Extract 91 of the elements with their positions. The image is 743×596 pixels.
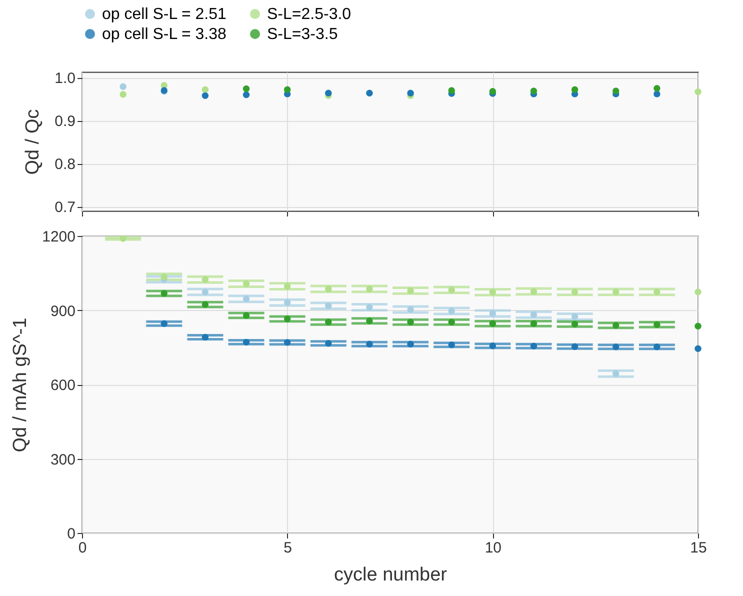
point	[654, 344, 660, 350]
point	[448, 87, 455, 94]
y-axis-title: Qd / mAh gS^-1	[10, 318, 32, 452]
point	[694, 345, 702, 352]
x-tick-label: 15	[690, 540, 707, 556]
point	[242, 280, 250, 288]
point	[120, 91, 126, 98]
x-tick-label: 5	[284, 540, 292, 556]
point	[242, 312, 250, 319]
point	[202, 86, 209, 93]
point	[694, 322, 702, 330]
point	[325, 302, 332, 310]
point	[530, 311, 538, 318]
point	[489, 288, 496, 296]
point	[120, 235, 126, 242]
legend-label: op cell S-L = 2.51	[102, 6, 226, 23]
point	[284, 339, 291, 346]
point	[612, 322, 620, 329]
point	[530, 88, 538, 94]
legend-label: op cell S-L = 3.38	[102, 26, 226, 43]
legend-label: S-L=2.5-3.0	[267, 6, 352, 23]
y-axis-title: Qd / Qc	[22, 109, 44, 175]
y-tick-label: 0.8	[54, 156, 76, 174]
point	[654, 288, 660, 296]
point	[202, 301, 209, 308]
point	[448, 286, 455, 294]
point	[448, 318, 455, 326]
point	[366, 304, 373, 311]
x-tick-label: 10	[484, 540, 502, 556]
point	[325, 286, 332, 292]
y-tick-label: 1.0	[54, 70, 76, 88]
x-axis-title: cycle number	[334, 564, 448, 586]
point	[120, 83, 126, 90]
point	[366, 340, 373, 348]
point	[612, 370, 620, 377]
point	[160, 290, 168, 297]
point	[694, 288, 702, 296]
point	[284, 282, 291, 290]
y-tick-label: 0	[67, 526, 76, 542]
point	[242, 85, 250, 92]
legend-label: S-L=3-3.5	[267, 26, 338, 43]
y-tick-label: 1200	[42, 228, 76, 246]
point	[366, 90, 373, 96]
point	[694, 88, 702, 96]
point	[530, 320, 538, 327]
point	[407, 340, 414, 348]
point	[284, 86, 291, 93]
point	[325, 90, 332, 96]
point	[325, 318, 332, 326]
point	[571, 343, 578, 350]
point	[160, 273, 168, 280]
x-tick-label: 0	[78, 540, 87, 556]
point	[530, 342, 538, 350]
point	[366, 318, 373, 324]
point	[571, 288, 578, 296]
point	[242, 296, 250, 302]
point	[489, 310, 496, 317]
point	[366, 286, 373, 292]
point	[202, 334, 209, 341]
point	[284, 316, 291, 322]
point	[242, 91, 250, 98]
point	[612, 88, 620, 94]
point	[202, 92, 209, 100]
y-tick-label: 600	[50, 377, 76, 394]
point	[202, 276, 209, 283]
point	[654, 321, 660, 328]
point	[448, 308, 455, 314]
point	[571, 86, 578, 93]
point	[284, 299, 291, 306]
point	[242, 338, 250, 346]
point	[612, 344, 620, 350]
y-tick-label: 900	[50, 302, 76, 320]
point	[407, 306, 414, 313]
point	[489, 320, 496, 327]
y-tick-label: 300	[50, 451, 76, 468]
point	[448, 342, 455, 348]
point	[407, 90, 414, 96]
point	[654, 85, 660, 92]
point	[530, 288, 538, 295]
point	[325, 340, 332, 347]
point	[571, 320, 578, 328]
point	[202, 288, 209, 296]
y-tick-label: 0.9	[54, 113, 76, 130]
point	[654, 90, 660, 98]
point	[160, 320, 168, 327]
point	[571, 313, 578, 320]
point	[489, 342, 496, 350]
point	[407, 318, 414, 326]
y-tick-label: 0.7	[54, 199, 76, 216]
point	[407, 287, 414, 294]
point	[612, 288, 620, 296]
